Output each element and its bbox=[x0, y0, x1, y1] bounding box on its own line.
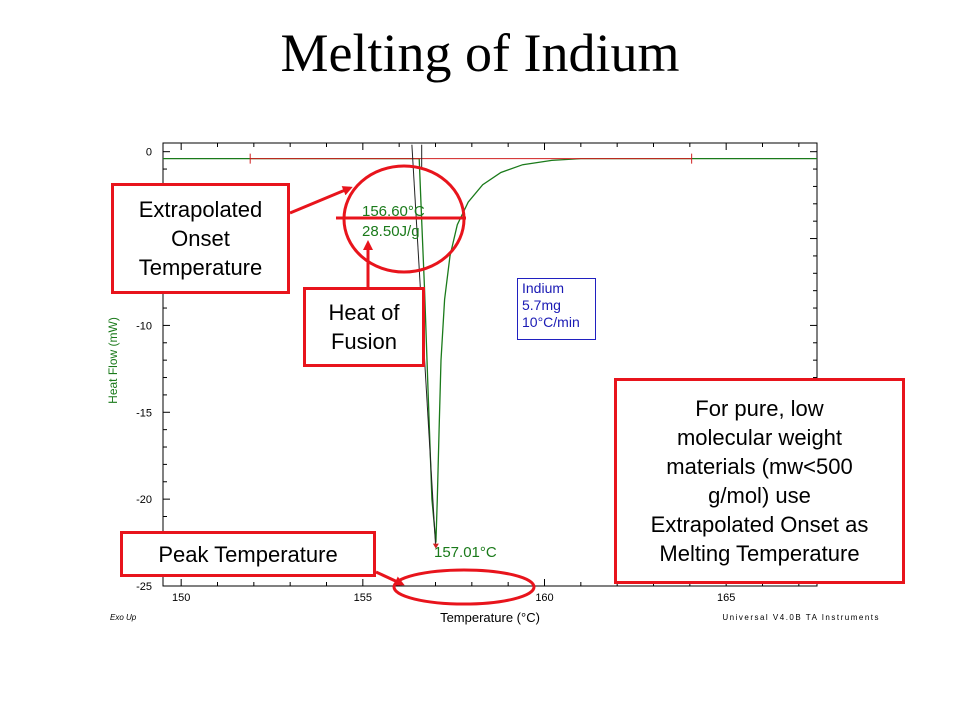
legend-line-sample: Indium bbox=[522, 280, 565, 296]
note-line-3: materials (mw<500 bbox=[666, 454, 853, 479]
melting-note-callout: For pure, low molecular weight materials… bbox=[614, 378, 905, 584]
enthalpy-value-label: 28.50J/g bbox=[362, 223, 420, 240]
y-tick-label: -20 bbox=[136, 494, 152, 506]
series-line-0 bbox=[163, 157, 817, 543]
peak-arrow bbox=[375, 570, 405, 586]
onset-arrow bbox=[289, 186, 353, 215]
onset-callout: Extrapolated Onset Temperature bbox=[111, 183, 290, 294]
y-tick-label: -10 bbox=[136, 320, 152, 332]
peak-marker bbox=[432, 543, 439, 549]
heat-of-fusion-callout: Heat of Fusion bbox=[303, 287, 425, 367]
x-tick-label: 155 bbox=[354, 592, 372, 604]
peak-callout-text: Peak Temperature bbox=[158, 541, 338, 567]
heat-callout-line-1: Heat of bbox=[328, 300, 400, 325]
note-line-2: molecular weight bbox=[676, 425, 843, 450]
x-tick-label: 150 bbox=[172, 592, 190, 604]
x-tick-label: 160 bbox=[535, 592, 553, 604]
peak-temperature-callout: Peak Temperature bbox=[120, 531, 376, 577]
x-axis-label: Temperature (°C) bbox=[440, 610, 540, 625]
y-tick-label: 0 bbox=[146, 147, 152, 159]
onset-callout-line-2: Onset bbox=[171, 226, 230, 251]
note-line-4: g/mol) use bbox=[708, 483, 811, 508]
heat-callout-line-2: Fusion bbox=[330, 329, 398, 354]
x-tick-label: 165 bbox=[717, 592, 735, 604]
peak-value-label: 157.01°C bbox=[434, 544, 497, 561]
exo-up-label: Exo Up bbox=[110, 613, 137, 622]
y-axis-label: Heat Flow (mW) bbox=[106, 317, 120, 404]
plot-area bbox=[162, 142, 818, 587]
peak-highlight-ellipse bbox=[392, 568, 536, 606]
sample-legend: Indium 5.7mg 10°C/min bbox=[517, 278, 596, 340]
legend-line-rate: 10°C/min bbox=[522, 314, 580, 330]
note-line-1: For pure, low bbox=[695, 396, 824, 421]
instrument-label: Universal V4.0B TA Instruments bbox=[722, 613, 880, 622]
y-tick-label: -25 bbox=[136, 581, 152, 593]
onset-value-label: 156.60°C bbox=[362, 203, 425, 220]
onset-callout-line-3: Temperature bbox=[138, 255, 263, 280]
legend-line-mass: 5.7mg bbox=[522, 297, 561, 313]
slide-title: Melting of Indium bbox=[280, 23, 680, 83]
y-tick-label: -15 bbox=[136, 407, 152, 419]
note-line-5: Extrapolated Onset as bbox=[650, 512, 869, 537]
note-line-6: Melting Temperature bbox=[659, 541, 860, 566]
onset-callout-line-1: Extrapolated bbox=[138, 197, 263, 222]
